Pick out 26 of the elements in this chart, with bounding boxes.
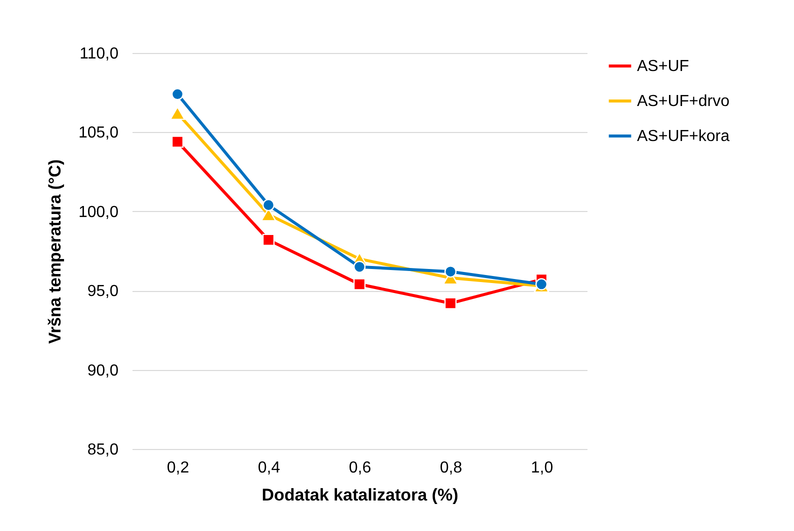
y-tick-label: 90,0 [87,362,119,380]
point [535,278,548,290]
point [262,199,275,212]
y-axis-title: Vršna temperatura (°C) [45,159,64,344]
y-tick-label: 95,0 [87,283,119,300]
point [171,88,184,100]
point [353,260,366,273]
y-tick-label: 85,0 [87,442,119,458]
point [353,278,366,290]
x-tick-label: 0,8 [440,460,462,476]
point [444,266,457,278]
x-tick-label: 1,0 [530,460,554,476]
x-tick-label: 0,4 [258,460,280,476]
x-axis-title: Dodatak katalizatora (%) [262,486,458,504]
legend-label: AS+UF+kora [637,128,730,145]
y-tick-label: 105,0 [78,124,119,142]
legend-label: AS+UF [637,58,690,75]
x-tick-label: 0,2 [166,460,190,476]
y-tick-label: 100,0 [78,204,119,221]
point [171,136,184,148]
y-tick-label: 110,0 [80,46,119,62]
point [262,234,275,246]
point [444,297,457,310]
x-tick-label: 0,6 [348,460,372,476]
legend-label: AS+UF+drvo [637,93,730,110]
point [170,106,186,120]
